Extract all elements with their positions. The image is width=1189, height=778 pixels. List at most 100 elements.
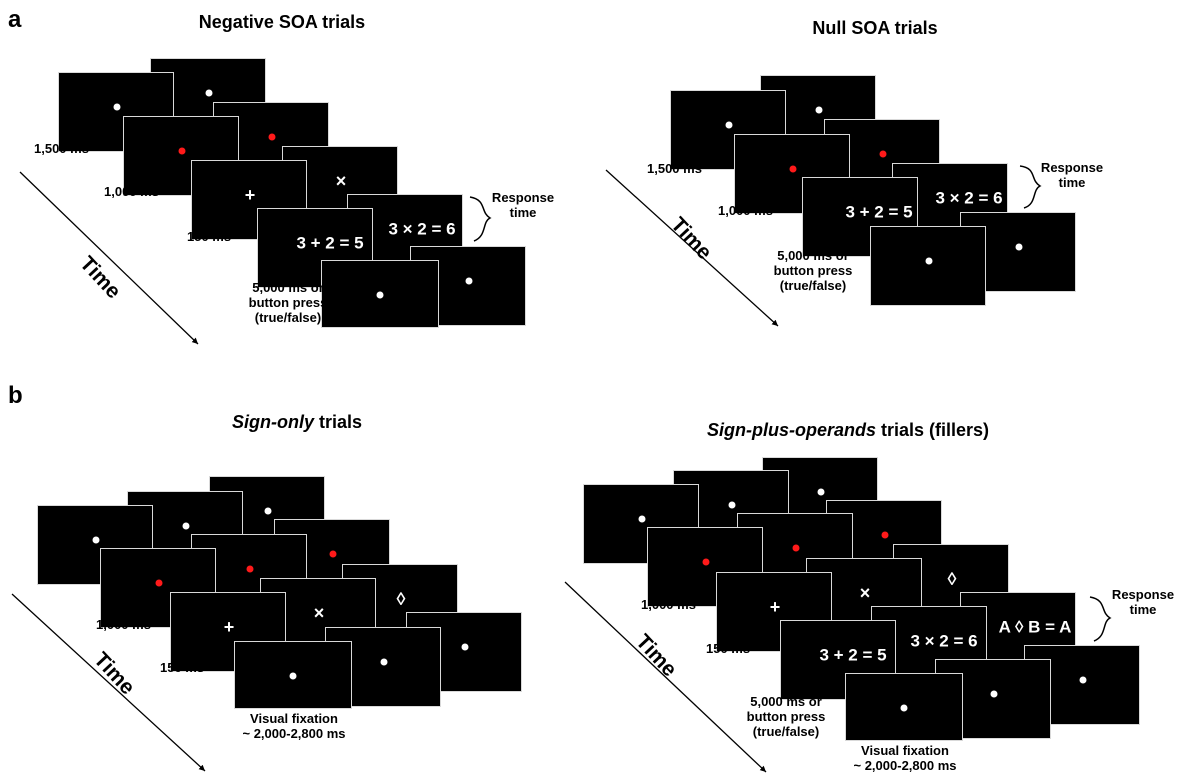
- screen: [321, 260, 439, 328]
- response-time-label: Response time: [492, 190, 554, 220]
- duration-1000-label: 1,000 ms: [641, 597, 696, 612]
- fixation-dot: [817, 488, 825, 496]
- cue-dot: [792, 544, 800, 552]
- fixation-dot: [461, 643, 469, 651]
- panel-a-left-title: Negative SOA trials: [198, 12, 366, 32]
- duration-1500-label: 1,500 ms: [647, 161, 702, 176]
- fixation-dot: [925, 257, 933, 265]
- title-italic-part: Sign-plus-operands: [706, 420, 876, 440]
- fixation-dot: [113, 103, 121, 111]
- title-italic-part: Sign-only: [231, 412, 314, 432]
- plus-sign: +: [244, 185, 256, 205]
- cue-dot: [155, 579, 163, 587]
- screen: [870, 226, 986, 306]
- duration-5000-line2: button press: [773, 263, 853, 278]
- screen: [845, 673, 963, 741]
- fixation-dot: [465, 277, 473, 285]
- response-time-line1: Response: [1111, 587, 1175, 602]
- times-sign: ×: [313, 603, 325, 623]
- cue-dot: [702, 558, 710, 566]
- duration-1500-label: 1,500 ms: [34, 141, 89, 156]
- cue-dot: [246, 565, 254, 573]
- duration-5000-line1: 5,000 ms or: [750, 694, 822, 709]
- cue-dot: [881, 531, 889, 539]
- panel-a-letter: a: [8, 6, 22, 33]
- duration-1000-label: 1,000 ms: [104, 184, 159, 199]
- fixation-dot: [725, 121, 733, 129]
- response-time-label: Response time: [1041, 160, 1103, 190]
- duration-5000-line2: button press: [248, 295, 328, 310]
- duration-150-label: 150 ms: [160, 660, 205, 675]
- duration-5000-line3: (true/false): [254, 310, 322, 325]
- fixation-dot: [205, 89, 213, 97]
- time-arrow: [19, 171, 199, 345]
- duration-5000-line1: 5,000 ms or: [252, 280, 324, 295]
- equation-multiply: 3 × 2 = 6: [388, 219, 456, 239]
- duration-5000-line3: (true/false): [779, 278, 847, 293]
- fixation-line1: Visual fixation: [250, 711, 338, 726]
- response-time-line2: time: [509, 205, 537, 220]
- duration-5000-line3: (true/false): [752, 724, 820, 739]
- diamond-sign: ◊: [947, 569, 957, 589]
- duration-150-label: 150 ms: [187, 229, 232, 244]
- time-arrow: [564, 581, 767, 773]
- fixation-dot: [264, 507, 272, 515]
- panel-a-right-title: Null SOA trials: [812, 18, 938, 38]
- times-sign: ×: [859, 583, 871, 603]
- fixation-line2: ~ 2,000-2,800 ms: [242, 726, 346, 741]
- duration-1000-label: 1,000 ms: [718, 203, 773, 218]
- duration-5000-line1: 5,000 ms or: [777, 248, 849, 263]
- fixation-dot: [1079, 676, 1087, 684]
- duration-5000-label: 5,000 ms or button press (true/false): [747, 694, 826, 739]
- fixation-line2: ~ 2,000-2,800 ms: [853, 758, 957, 773]
- cue-dot: [268, 133, 276, 141]
- fixation-dot: [815, 106, 823, 114]
- duration-5000-line2: button press: [746, 709, 826, 724]
- fixation-dot: [289, 672, 297, 680]
- response-brace: [469, 196, 492, 242]
- equation-add: 3 + 2 = 5: [845, 202, 913, 222]
- screen: [234, 641, 352, 709]
- cue-dot: [329, 550, 337, 558]
- title-rest-part: trials: [313, 412, 363, 432]
- cue-dot: [178, 147, 186, 155]
- time-arrow: [11, 593, 206, 772]
- equation-add: 3 + 2 = 5: [819, 645, 887, 665]
- panel-b-letter: b: [8, 382, 23, 409]
- fixation-dot: [1015, 243, 1023, 251]
- duration-5000-label: 5,000 ms or button press (true/false): [774, 248, 853, 293]
- diamond-sign: ◊: [396, 589, 406, 609]
- fixation-dot: [990, 690, 998, 698]
- plus-sign: +: [769, 597, 781, 617]
- cue-dot: [789, 165, 797, 173]
- fixation-dot: [900, 704, 908, 712]
- response-brace: [1089, 596, 1112, 642]
- times-sign: ×: [335, 171, 347, 191]
- response-time-line1: Response: [1040, 160, 1104, 175]
- response-time-line2: time: [1058, 175, 1086, 190]
- equation-multiply: 3 × 2 = 6: [910, 631, 978, 651]
- response-time-label: Response time: [1112, 587, 1174, 617]
- fixation-line1: Visual fixation: [861, 743, 949, 758]
- duration-5000-label: 5,000 ms or button press (true/false): [249, 280, 328, 325]
- panel-b-right-title: Sign-plus-operands trials (fillers): [707, 420, 989, 441]
- fixation-dot: [380, 658, 388, 666]
- response-time-line1: Response: [491, 190, 555, 205]
- cue-dot: [879, 150, 887, 158]
- response-time-line2: time: [1129, 602, 1157, 617]
- fixation-dot: [638, 515, 646, 523]
- equation-add: 3 + 2 = 5: [296, 233, 364, 253]
- fixation-dot: [92, 536, 100, 544]
- duration-150-label: 150 ms: [706, 641, 751, 656]
- equation-multiply: 3 × 2 = 6: [935, 188, 1003, 208]
- screen: 3 + 2 = 5: [780, 620, 896, 700]
- equation-sign: A ◊ B = A: [998, 617, 1072, 637]
- fixation-dot: [376, 291, 384, 299]
- fixation-duration-label: Visual fixation ~ 2,000-2,800 ms: [854, 743, 957, 773]
- fixation-dot: [182, 522, 190, 530]
- fixation-duration-label: Visual fixation ~ 2,000-2,800 ms: [243, 711, 346, 741]
- title-rest-part: trials (fillers): [875, 420, 990, 440]
- plus-sign: +: [223, 617, 235, 637]
- duration-1000-label: 1,000 ms: [96, 617, 151, 632]
